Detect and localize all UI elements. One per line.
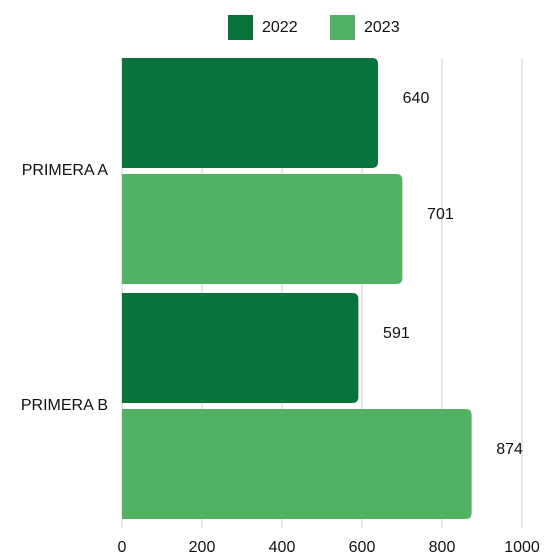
- value-label: 701: [427, 206, 454, 223]
- x-tick-label: 1000: [504, 539, 540, 556]
- bar: [122, 293, 359, 403]
- legend-swatch: [228, 15, 253, 40]
- x-tick-label: 800: [429, 539, 456, 556]
- value-label: 591: [383, 325, 410, 342]
- legend-label: 2023: [364, 19, 400, 36]
- legend-swatch: [330, 15, 355, 40]
- legend-label: 2022: [262, 19, 298, 36]
- category-label: PRIMERA B: [21, 397, 108, 414]
- x-tick-label: 400: [269, 539, 296, 556]
- bar: [122, 174, 403, 284]
- x-tick-label: 0: [118, 539, 127, 556]
- bar: [122, 58, 378, 168]
- x-tick-label: 200: [189, 539, 216, 556]
- bar: [122, 409, 472, 519]
- value-label: 640: [403, 90, 430, 107]
- value-label: 874: [496, 441, 523, 458]
- category-label: PRIMERA A: [22, 162, 109, 179]
- x-tick-label: 600: [349, 539, 376, 556]
